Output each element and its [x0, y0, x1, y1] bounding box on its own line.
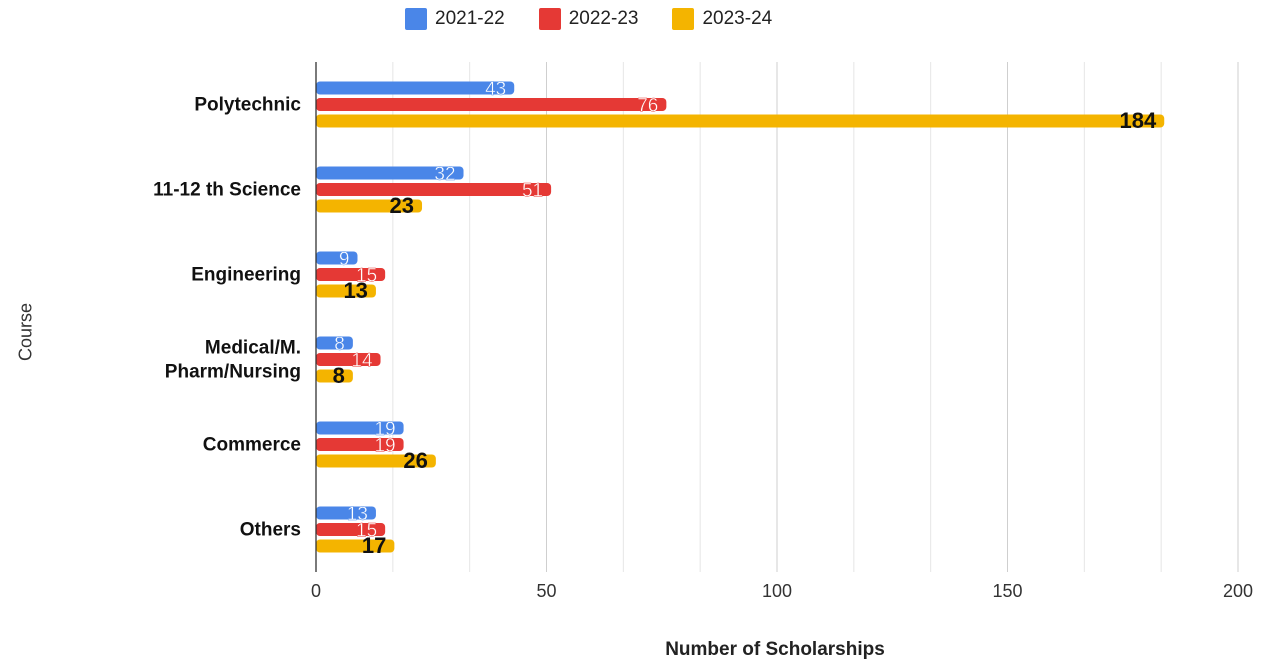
- data-label: 23: [390, 193, 414, 218]
- y-tick-label: Commerce: [203, 435, 301, 456]
- data-label: 8: [334, 334, 345, 355]
- legend-label-2023-24: 2023-24: [702, 8, 773, 29]
- x-tick-label: 150: [992, 581, 1022, 601]
- x-tick-label: 200: [1223, 581, 1253, 601]
- bar: [316, 166, 464, 180]
- bar: [316, 114, 1165, 128]
- data-label: 51: [522, 181, 543, 202]
- data-label: 32: [434, 164, 455, 185]
- bar: [316, 81, 515, 95]
- data-label: 184: [1120, 108, 1157, 133]
- data-label: 17: [362, 533, 386, 558]
- data-label: 13: [347, 504, 368, 525]
- y-tick-label: Others: [240, 520, 301, 541]
- bar: [316, 523, 386, 536]
- bar: [316, 353, 381, 366]
- legend-item-2021-22[interactable]: 2021-22: [405, 8, 505, 30]
- x-axis-title: Number of Scholarships: [665, 639, 885, 660]
- legend-label-2021-22: 2021-22: [435, 8, 505, 29]
- x-tick-label: 0: [311, 581, 321, 601]
- bar: [316, 506, 376, 520]
- bar: [316, 199, 423, 213]
- legend-item-2022-23[interactable]: 2022-23: [538, 8, 639, 30]
- y-tick-label: Engineering: [191, 265, 301, 286]
- legend-swatch-2021-22: [405, 8, 427, 30]
- legend-swatch-2023-24: [672, 8, 695, 30]
- legend-swatch-2022-23: [538, 8, 561, 30]
- bar: [316, 98, 667, 111]
- data-label: 19: [374, 436, 395, 457]
- data-label: 43: [485, 79, 506, 100]
- data-label: 15: [356, 266, 377, 287]
- legend-label-2022-23: 2022-23: [568, 8, 639, 29]
- x-tick-label: 50: [536, 581, 556, 601]
- bar: [316, 183, 552, 196]
- bar: [316, 268, 386, 281]
- bar: [316, 421, 404, 435]
- data-label: 14: [351, 351, 373, 372]
- data-label: 19: [374, 419, 395, 440]
- data-label: 8: [333, 363, 345, 388]
- bar: [316, 251, 358, 265]
- y-tick-label: 11-12 th Science: [153, 180, 301, 201]
- y-tick-label: Polytechnic: [194, 95, 301, 116]
- bar: [316, 284, 376, 298]
- data-label: 9: [339, 249, 350, 270]
- data-label: 13: [343, 278, 367, 303]
- y-axis-title: Course: [15, 302, 36, 362]
- bar: [316, 438, 404, 451]
- data-label: 76: [637, 96, 658, 117]
- bar: [316, 454, 436, 468]
- x-tick-label: 100: [762, 581, 792, 601]
- bar: [316, 369, 353, 383]
- bar: [316, 539, 395, 553]
- data-label: 26: [403, 448, 427, 473]
- legend: 2021-22 2022-23 2023-24: [405, 8, 772, 30]
- y-tick-label: Medical/M.: [205, 338, 301, 359]
- bar: [316, 336, 353, 350]
- y-tick-label: Pharm/Nursing: [165, 362, 301, 383]
- data-label: 15: [356, 521, 377, 542]
- legend-item-2023-24[interactable]: 2023-24: [672, 8, 772, 30]
